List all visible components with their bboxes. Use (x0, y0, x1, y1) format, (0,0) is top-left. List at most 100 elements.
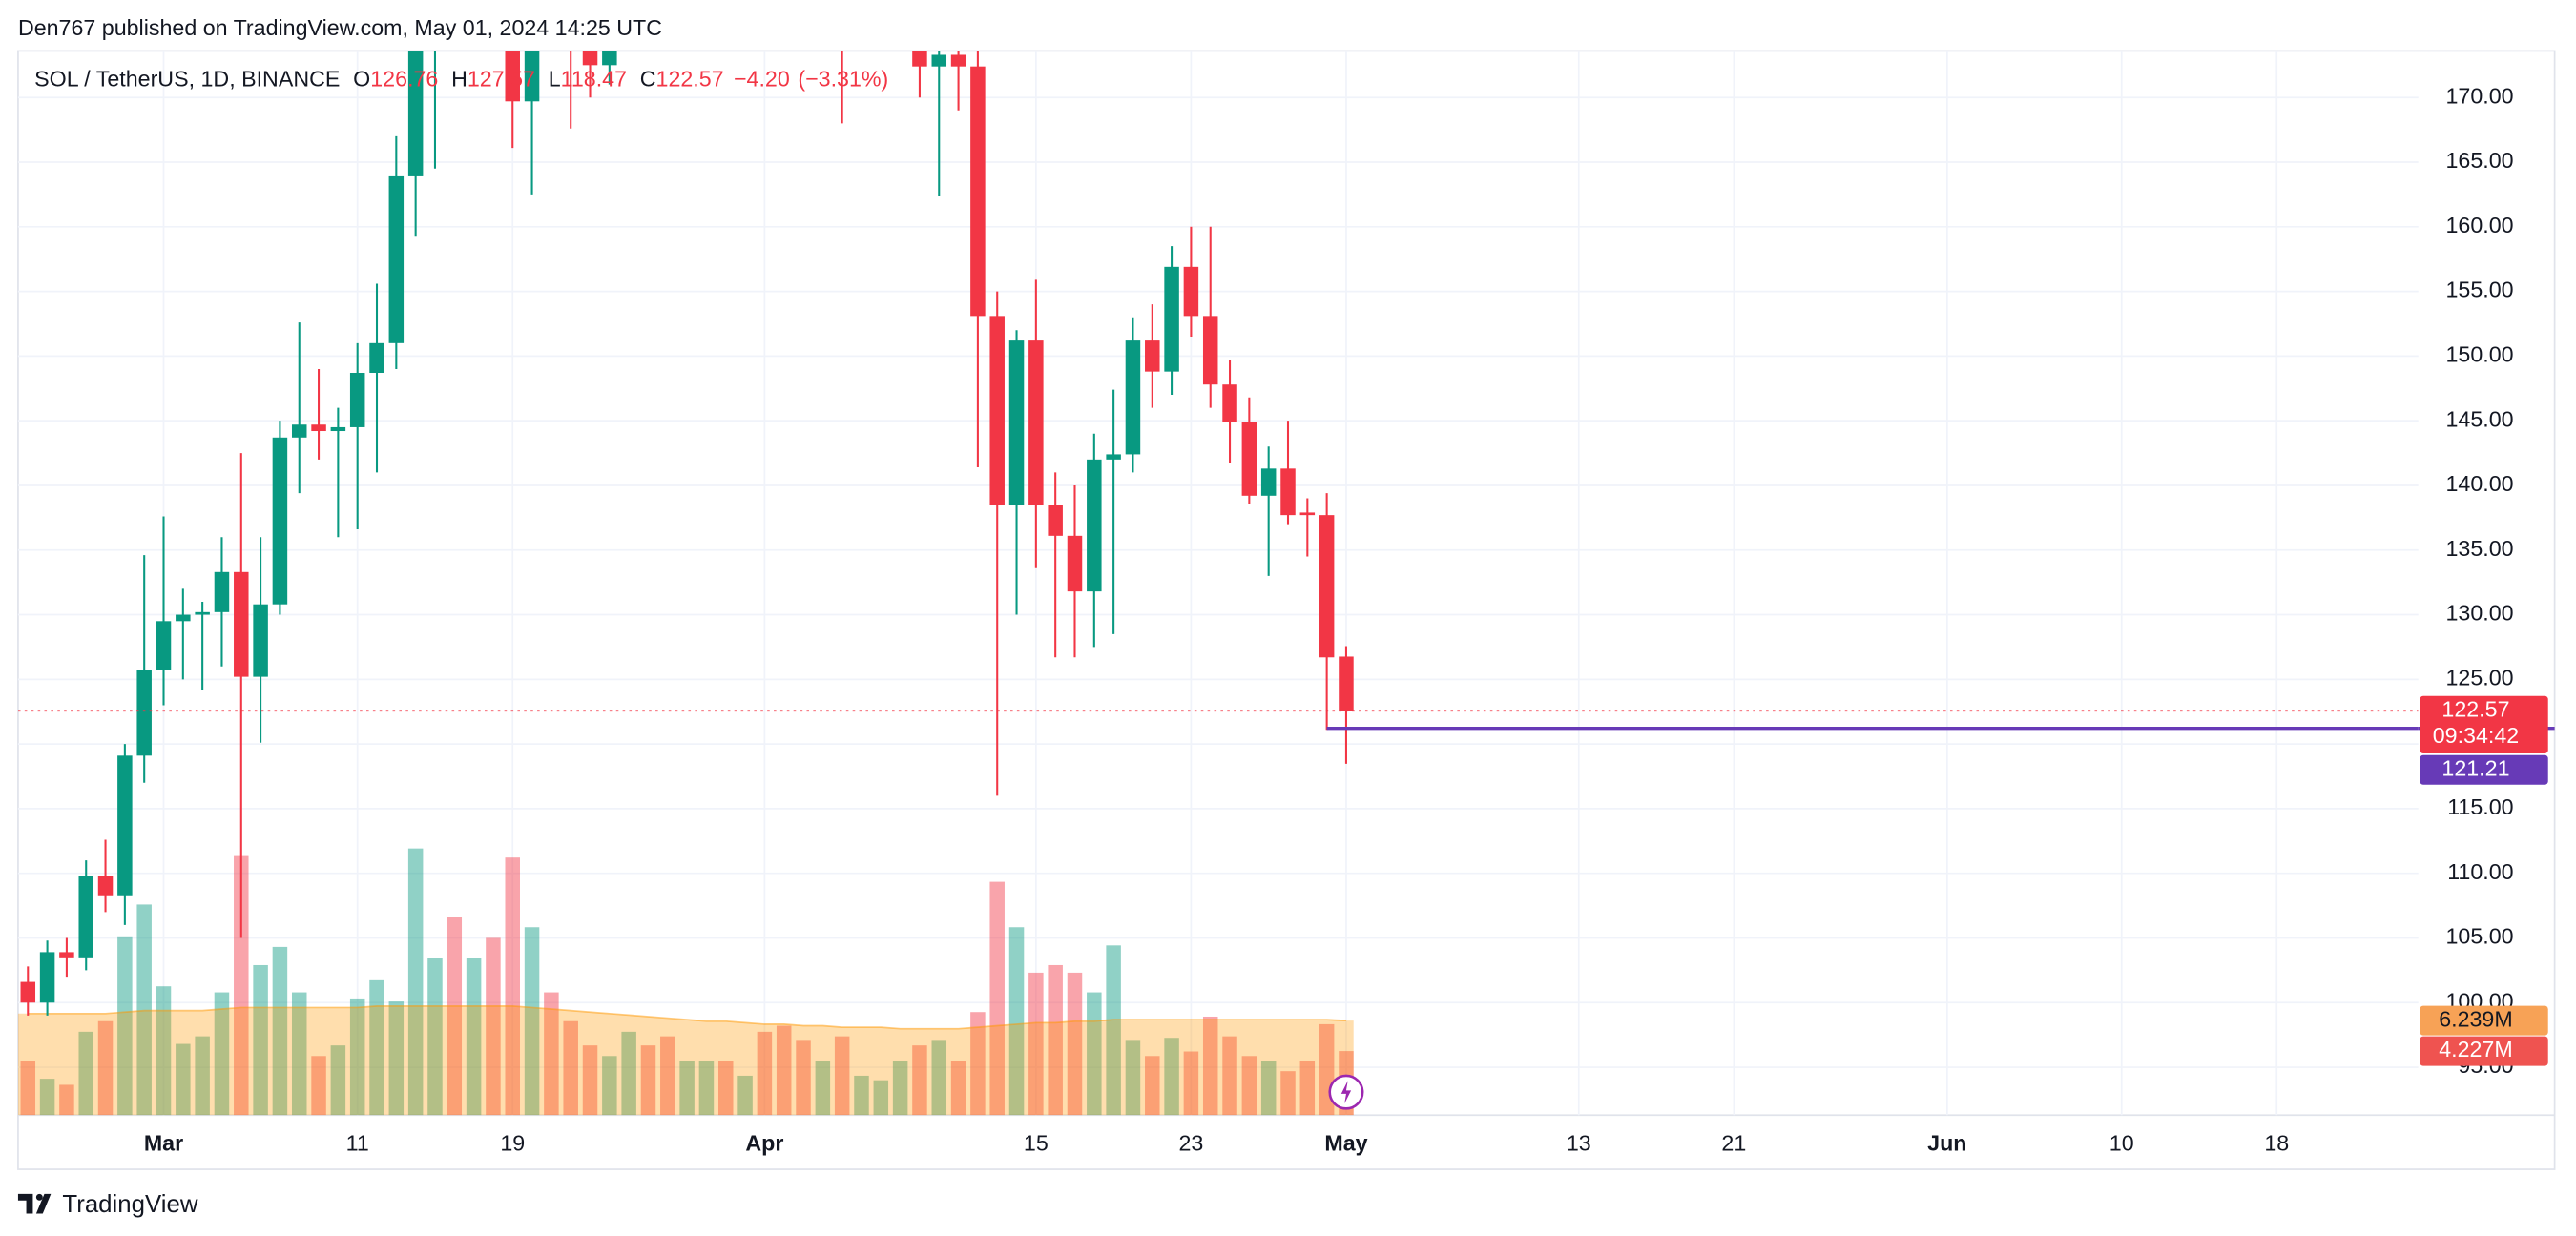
legend-key: L (549, 67, 561, 92)
volume-bar (20, 1061, 36, 1116)
x-tick-label: 21 (1721, 1130, 1746, 1155)
volume-bar (1087, 992, 1102, 1116)
y-tick-label: 105.00 (2445, 924, 2513, 949)
candle-body (156, 621, 172, 670)
candle-body (1241, 422, 1257, 496)
volume-bar (1028, 972, 1044, 1116)
plot (17, 51, 2419, 1116)
volume-bar (718, 1061, 734, 1116)
logo-mark (17, 1193, 52, 1214)
footer-logo: TradingView (17, 1191, 198, 1218)
volume-bar (602, 1056, 617, 1116)
volume-bar (117, 936, 133, 1116)
volume-ma-label: 6.239M (2439, 1006, 2513, 1031)
legend-value: 127.57 (467, 67, 535, 92)
volume-bar (1048, 964, 1063, 1116)
legend-value: 118.47 (561, 67, 627, 92)
volume-bar (291, 992, 307, 1116)
event-marker-bolt (1340, 1081, 1352, 1104)
candle-body (136, 670, 152, 756)
candle-body (195, 611, 210, 615)
volume-bar (892, 1061, 908, 1116)
candle-body (1202, 316, 1218, 385)
volume-bar (214, 992, 230, 1116)
axes: 95.00100.00105.00110.00115.00120.00125.0… (34, 67, 2555, 1155)
volume-bar (1299, 1061, 1316, 1116)
logo-dot (35, 1193, 43, 1201)
x-tick-label: 18 (2264, 1130, 2289, 1155)
candle-body (1125, 340, 1141, 455)
legend-value: 122.57 (656, 67, 724, 92)
candle-body (989, 316, 1005, 505)
volume-bar (854, 1075, 869, 1116)
volume-bar (407, 848, 424, 1116)
x-tick-label: 15 (1024, 1130, 1049, 1155)
candle-body (214, 571, 230, 612)
volume-bar (815, 1061, 831, 1116)
legend-symbol: SOL / TetherUS, 1D, BINANCE (34, 67, 340, 92)
y-tick-label: 130.00 (2445, 601, 2513, 626)
candle-body (1028, 340, 1044, 505)
candle-body (349, 373, 365, 427)
volume-bar (253, 964, 268, 1116)
volume-bar (563, 1020, 578, 1116)
volume-bar (1106, 945, 1121, 1116)
frame (17, 50, 2556, 1170)
candle-body (912, 51, 927, 67)
candle-body (78, 876, 93, 958)
candle-body (1339, 656, 1354, 711)
volume-bar (989, 881, 1005, 1116)
candle-body (97, 876, 114, 896)
x-tick-label: 23 (1178, 1130, 1203, 1155)
candle-body (176, 614, 191, 622)
legend: SOL / TetherUS, 1D, BINANCE O126.76 H127.5… (34, 67, 888, 92)
candle-body (330, 426, 346, 432)
candle-body (117, 755, 133, 896)
volume-bar (427, 958, 443, 1116)
volume-bar (660, 1036, 675, 1116)
volume-bar (349, 998, 365, 1116)
volume-bar (466, 958, 482, 1116)
volume-bar (1008, 927, 1025, 1116)
volume-bar (1067, 972, 1083, 1116)
volume-bar (873, 1080, 889, 1116)
y-tick-label: 170.00 (2445, 83, 2513, 108)
volume-bar (834, 1036, 850, 1116)
x-tick-label: 11 (346, 1130, 369, 1155)
volume-label: 4.227M (2439, 1037, 2513, 1061)
volume-bar (156, 986, 172, 1116)
candle-body (524, 51, 540, 102)
volume-bar (1260, 1061, 1277, 1116)
volume-bar (1241, 1056, 1257, 1116)
footer: TradingView (62, 1191, 197, 1218)
candle-body (970, 66, 986, 317)
y-tick-label: 135.00 (2445, 536, 2513, 561)
volume-bar (582, 1045, 598, 1116)
candle-body (1222, 384, 1237, 422)
volume-bar (757, 1031, 773, 1116)
candle-body (1106, 454, 1121, 460)
volume-bar (272, 946, 288, 1116)
volume-bar (369, 979, 384, 1116)
candle-body (20, 981, 36, 1003)
volume-bar (640, 1045, 656, 1116)
y-tick-label: 125.00 (2445, 665, 2513, 690)
x-tick-label: Apr (745, 1130, 783, 1155)
legend-key: C (640, 67, 656, 92)
candle-body (311, 424, 326, 432)
volume-bar (544, 992, 559, 1116)
candle-body (1260, 468, 1277, 496)
y-tick-label: 140.00 (2445, 471, 2513, 496)
volume-bar (97, 1020, 114, 1116)
volume-bar (447, 917, 463, 1116)
legend-key: O (353, 67, 370, 92)
last-price-label-bg (2420, 695, 2548, 754)
volume-bar (1202, 1016, 1218, 1116)
volume-bar (39, 1079, 55, 1116)
x-tick-label: 10 (2109, 1130, 2134, 1155)
candle-body (950, 54, 966, 67)
grid (17, 51, 2419, 1116)
volume-ma-area (17, 1005, 1354, 1116)
